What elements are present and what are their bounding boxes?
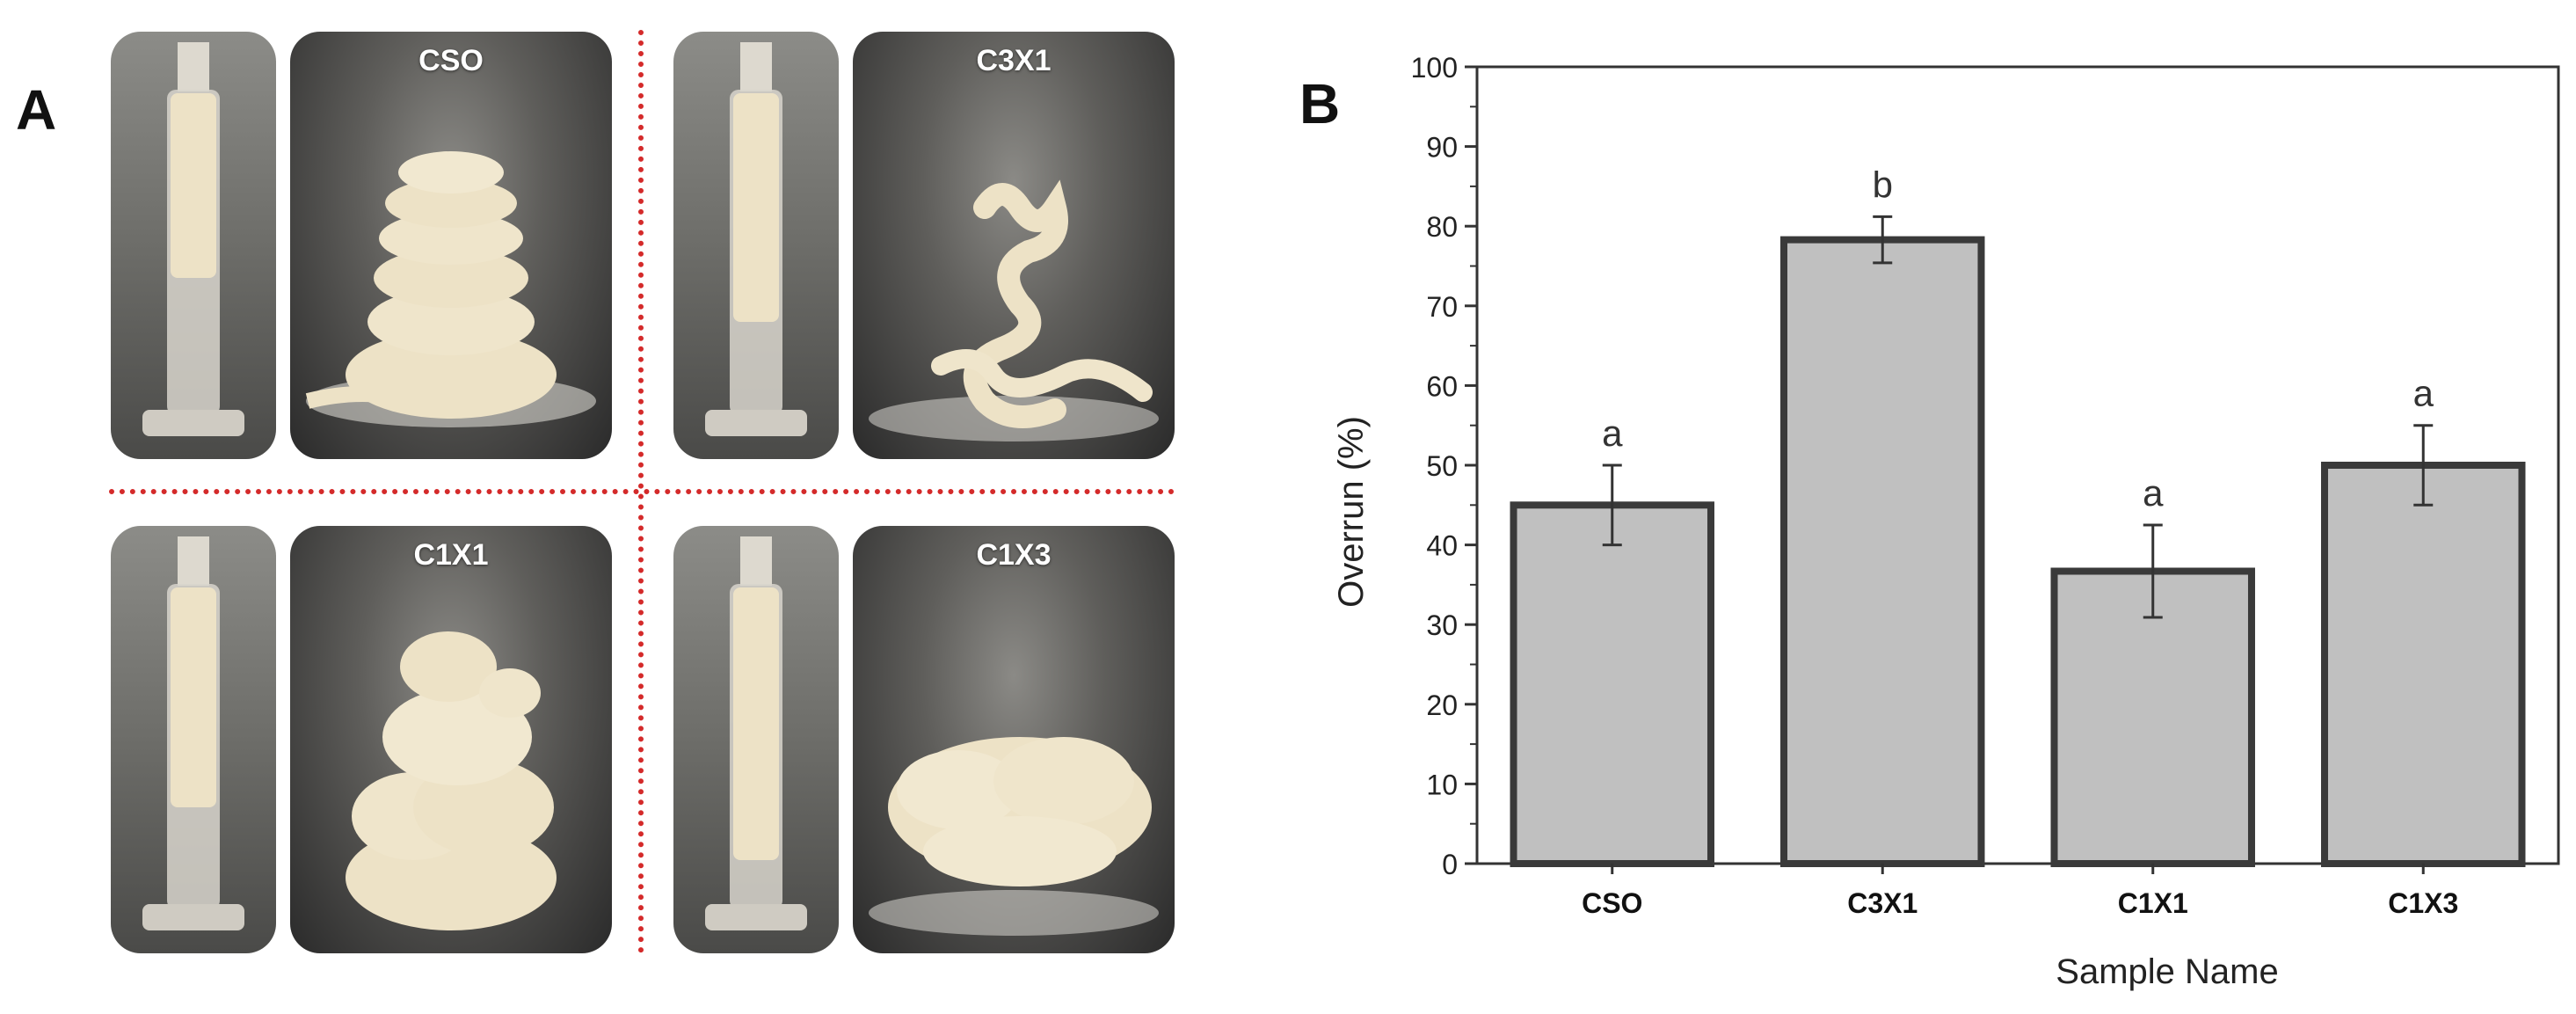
y-tick-label: 50: [1426, 450, 1458, 482]
bar-c1x1: [2050, 567, 2255, 867]
y-tick-label: 90: [1426, 132, 1458, 164]
y-tick-label: 0: [1442, 849, 1458, 880]
y-tick-label: 10: [1426, 769, 1458, 800]
syringe-image-c1x3: [705, 536, 807, 930]
panel-b-label: B: [1299, 72, 1340, 135]
syringe-fill: [171, 93, 216, 278]
printed-sample-c1x3: [869, 737, 1159, 936]
significance-label: a: [2143, 472, 2164, 514]
photo-label-cso: CSO: [418, 44, 484, 77]
printed-sample-cso: [305, 151, 596, 427]
bar-cso: [1510, 501, 1714, 867]
printed-photo-cso: CSO: [290, 32, 612, 459]
bar-c3x1: [1780, 236, 1985, 867]
y-tick-label: 20: [1426, 689, 1458, 721]
y-tick-label: 80: [1426, 211, 1458, 243]
syringe-photo-c1x3: [673, 526, 839, 953]
x-axis-title: Sample Name: [2056, 952, 2278, 991]
printed-photo-c1x1: C1X1: [290, 526, 612, 953]
bar-c1x3: [2321, 462, 2526, 867]
y-tick-label: 60: [1426, 370, 1458, 402]
panel-a-label: A: [16, 78, 57, 142]
photo-label-c1x3: C1X3: [976, 538, 1052, 572]
significance-label: a: [1602, 412, 1623, 454]
x-tick-label: C1X1: [2118, 887, 2188, 919]
y-tick-label: 100: [1411, 52, 1458, 84]
panel-b-chart: B Overrun (%) Sample Name 0 10 20 30 40 50 60 7…: [1231, 0, 2576, 1010]
syringe-image-c1x1: [142, 536, 244, 930]
y-axis-title: Overrun (%): [1332, 416, 1371, 608]
syringe-image-c3x1: [705, 42, 807, 436]
y-tick-label: 70: [1426, 291, 1458, 323]
panel-a-photos: CSO C3X1: [0, 0, 1231, 1010]
syringe-photo-c3x1: [673, 32, 839, 459]
printed-sample-c3x1: [869, 179, 1159, 441]
printed-sample-c1x1: [346, 631, 557, 930]
photo-label-c1x1: C1X1: [413, 538, 489, 572]
y-tick-label: 30: [1426, 609, 1458, 641]
syringe-flange: [142, 410, 244, 436]
x-tick-label: C3X1: [1847, 887, 1917, 919]
syringe-photo-cso: [111, 32, 276, 459]
x-tick-label: C1X3: [2388, 887, 2458, 919]
syringe-photo-c1x1: [111, 526, 276, 953]
x-tick-label: CSO: [1582, 887, 1642, 919]
printed-photo-c1x3: C1X3: [853, 526, 1175, 953]
significance-label: b: [1873, 164, 1893, 205]
divider-vertical: [638, 30, 644, 953]
printed-photo-c3x1: C3X1: [853, 32, 1175, 459]
y-tick-label: 40: [1426, 530, 1458, 562]
overrun-bar-chart: B Overrun (%) Sample Name 0 10 20 30 40 50 60 7…: [1299, 52, 2560, 991]
significance-label: a: [2413, 373, 2434, 414]
syringe-tip: [178, 42, 209, 91]
syringe-image-cso: [142, 42, 244, 436]
photo-label-c3x1: C3X1: [976, 44, 1052, 77]
